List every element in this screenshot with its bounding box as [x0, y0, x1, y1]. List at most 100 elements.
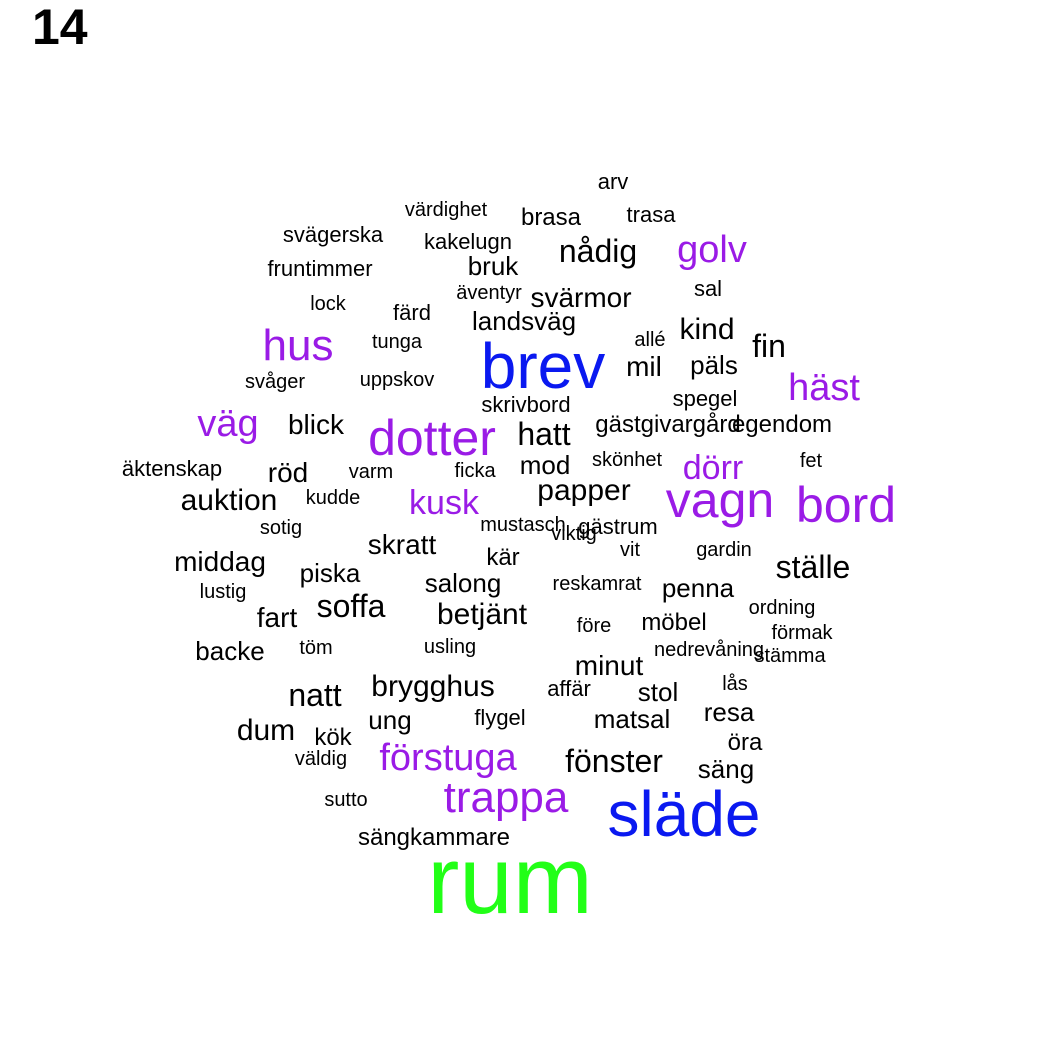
- cloud-word: vagn: [666, 472, 774, 528]
- cloud-word: piska: [300, 558, 361, 588]
- cloud-word: bruk: [468, 251, 520, 281]
- cloud-word: fin: [752, 328, 786, 364]
- cloud-word: brev: [481, 330, 606, 402]
- cloud-word: äventyr: [456, 282, 522, 304]
- cloud-word: förstuga: [379, 737, 517, 779]
- cloud-word: soffa: [317, 588, 386, 624]
- cloud-word: penna: [662, 573, 735, 603]
- cloud-word: sotig: [260, 517, 302, 539]
- cloud-word: förmak: [771, 622, 833, 644]
- cloud-word: dörr: [683, 449, 743, 487]
- cloud-word: gästrum: [578, 514, 657, 539]
- cloud-word: affär: [547, 676, 591, 701]
- cloud-word: äktenskap: [122, 456, 222, 481]
- cloud-word: resa: [704, 697, 755, 727]
- cloud-word: sal: [694, 276, 722, 301]
- cloud-word: skrivbord: [481, 392, 570, 417]
- cloud-word: fruntimmer: [267, 256, 372, 281]
- cloud-word: egendom: [732, 411, 832, 438]
- page-number: 14: [32, 0, 88, 55]
- cloud-word: sutto: [324, 789, 367, 811]
- cloud-word: minut: [575, 650, 644, 681]
- cloud-word: trappa: [444, 773, 569, 822]
- cloud-word: öra: [728, 729, 763, 756]
- cloud-word: mil: [626, 351, 662, 382]
- cloud-word: usling: [424, 636, 476, 658]
- cloud-word: väg: [197, 403, 258, 445]
- cloud-word: ficka: [454, 460, 496, 482]
- cloud-word: betjänt: [437, 598, 528, 631]
- cloud-word: hatt: [517, 416, 570, 452]
- cloud-word: färd: [393, 300, 431, 325]
- cloud-word: ung: [368, 705, 411, 735]
- cloud-word: dotter: [368, 410, 496, 466]
- cloud-word: gardin: [696, 539, 752, 561]
- cloud-word: arv: [598, 169, 629, 194]
- cloud-word: dum: [237, 714, 295, 747]
- cloud-word: nedrevåning: [654, 639, 764, 661]
- cloud-word: varm: [349, 461, 393, 483]
- cloud-word: brygghus: [371, 670, 494, 703]
- cloud-word: stämma: [754, 645, 826, 667]
- cloud-word: fart: [257, 602, 298, 633]
- cloud-word: vit: [620, 539, 640, 561]
- cloud-word: brasa: [521, 204, 582, 231]
- cloud-word: ställe: [776, 549, 851, 585]
- cloud-word: stol: [638, 677, 678, 707]
- cloud-word: kudde: [306, 487, 361, 509]
- cloud-word: fet: [800, 450, 823, 472]
- cloud-word: före: [577, 615, 611, 637]
- cloud-word: uppskov: [360, 369, 435, 391]
- cloud-word: auktion: [181, 484, 278, 517]
- cloud-word: gästgivargård: [595, 411, 740, 438]
- cloud-word: lustig: [200, 581, 247, 603]
- cloud-word: fönster: [565, 743, 663, 779]
- cloud-word: hus: [263, 321, 334, 370]
- cloud-word: svåger: [245, 371, 305, 393]
- cloud-word: mustasch: [480, 514, 566, 536]
- cloud-word: kök: [314, 724, 352, 751]
- cloud-word: natt: [288, 677, 341, 713]
- cloud-word: trasa: [627, 202, 677, 227]
- cloud-word: svärmor: [530, 282, 631, 313]
- cloud-word: kind: [679, 313, 734, 346]
- cloud-word: tunga: [372, 331, 423, 353]
- cloud-word: golv: [677, 229, 747, 271]
- cloud-word: salong: [425, 568, 502, 598]
- cloud-word: middag: [174, 546, 266, 577]
- cloud-word: kusk: [409, 484, 480, 522]
- cloud-word: säng: [698, 754, 754, 784]
- cloud-word: papper: [537, 474, 630, 507]
- cloud-word: blick: [288, 409, 345, 440]
- cloud-word: päls: [690, 350, 738, 380]
- cloud-word: viktig: [551, 523, 597, 545]
- cloud-word: sängkammare: [358, 824, 510, 851]
- cloud-word: reskamrat: [553, 573, 642, 595]
- cloud-word: skratt: [368, 529, 437, 560]
- cloud-word: kär: [486, 544, 519, 571]
- cloud-word: rum: [427, 827, 592, 934]
- cloud-word: nådig: [559, 233, 637, 269]
- cloud-word: flygel: [474, 705, 525, 730]
- cloud-word: lås: [722, 673, 748, 695]
- cloud-word: töm: [299, 637, 332, 659]
- cloud-word: svägerska: [283, 222, 384, 247]
- cloud-word: bord: [796, 477, 896, 533]
- cloud-word: möbel: [641, 609, 706, 636]
- cloud-word: röd: [268, 457, 308, 488]
- cloud-word: landsväg: [472, 306, 576, 336]
- cloud-word: allé: [634, 329, 665, 351]
- cloud-word: kakelugn: [424, 229, 512, 254]
- cloud-word: mod: [520, 450, 571, 480]
- cloud-word: spegel: [673, 386, 738, 411]
- cloud-word: skönhet: [592, 449, 662, 471]
- cloud-word: backe: [195, 636, 264, 666]
- cloud-word: väldig: [295, 748, 347, 770]
- cloud-word: ordning: [749, 597, 816, 619]
- cloud-word: värdighet: [405, 199, 488, 221]
- cloud-word: matsal: [594, 704, 671, 734]
- cloud-word: släde: [608, 778, 761, 850]
- cloud-word: häst: [788, 367, 860, 409]
- cloud-word: lock: [310, 293, 347, 315]
